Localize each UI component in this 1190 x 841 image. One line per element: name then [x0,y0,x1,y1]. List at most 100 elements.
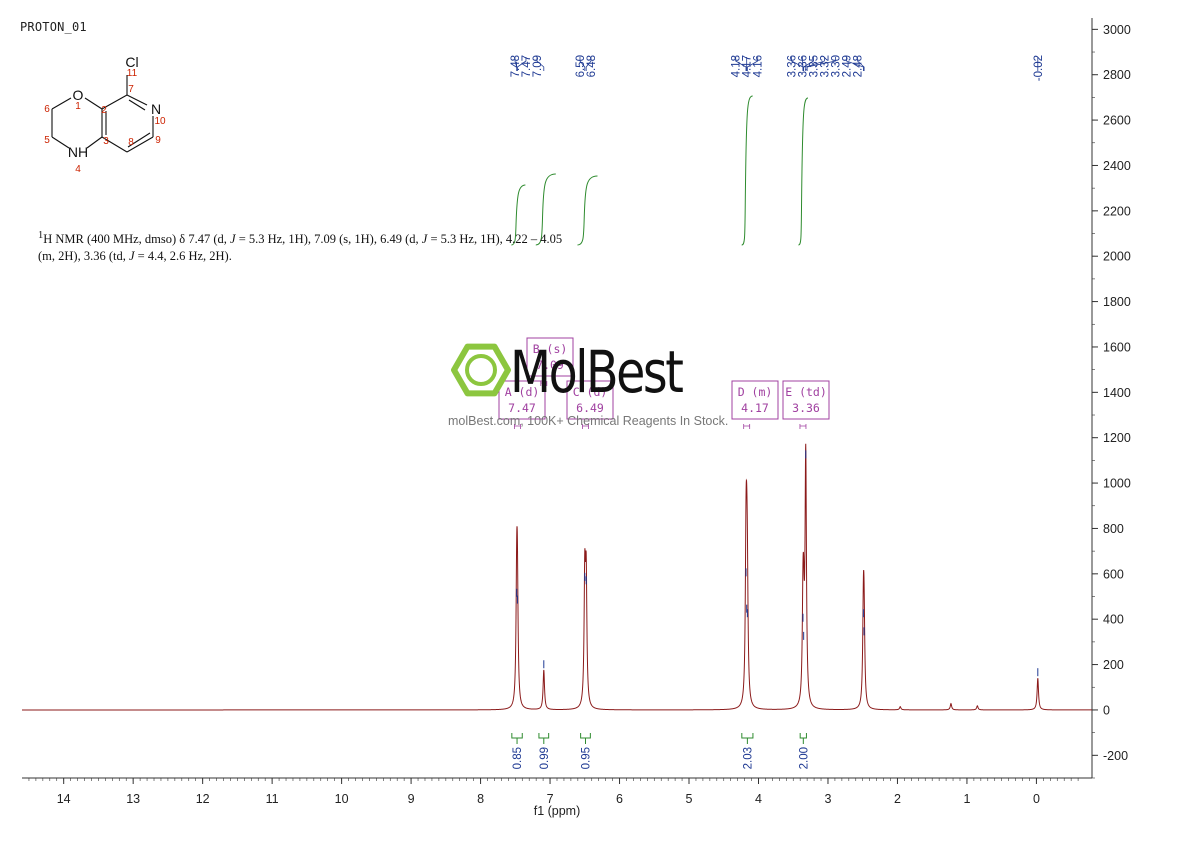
bond [86,136,103,149]
chemical-structure: Cl O N NH 11 7 1 6 2 10 5 3 9 8 4 [44,54,166,175]
watermark-tagline: molBest.com, 100K+ Chemical Reagents In … [448,414,729,428]
peak-label: 3.36 [798,55,810,77]
integral-bracket [538,733,550,739]
spectrum-title: PROTON_01 [20,20,87,34]
nmr-j1: J [230,232,236,247]
integral-bracket [511,733,523,739]
x-tick-label: 12 [196,792,210,806]
x-tick-label: 10 [335,792,349,806]
x-tick-label: 2 [894,792,901,806]
peak-label-leader [514,57,518,71]
nmr-sup: 1 [38,230,44,241]
watermark-logo-icon [451,343,511,397]
atom-number: 7 [128,84,134,95]
multiplet-box [782,380,830,420]
bond [51,97,72,110]
atom-number: 2 [101,105,107,116]
peak-label: 3.32 [820,55,832,77]
bond [127,132,151,148]
multiplet-shift: 7.47 [508,401,536,415]
x-tick-label: 7 [547,792,554,806]
y-tick-label: 3000 [1103,23,1131,37]
x-tick-label: 0 [1033,792,1040,806]
logo-ring [465,354,497,386]
multiplet-range [513,424,521,429]
atom-number: 1 [75,101,81,112]
peak-label-leader [516,57,527,71]
y-tick-label: 2400 [1103,159,1131,173]
x-tick-label: 4 [755,792,762,806]
y-tick-label: 1000 [1103,477,1131,491]
bond [101,136,128,153]
atom-number: 11 [127,68,138,79]
atom-number: 4 [75,164,81,175]
y-tick-label: 2200 [1103,204,1131,218]
bond [101,94,128,110]
peak-label-leader [803,57,814,71]
multiplet-shift: 3.36 [792,401,820,415]
peak-label: 4.17 [742,55,754,77]
peak-label: 4.16 [753,55,765,77]
y-tick-label: 200 [1103,658,1124,672]
multiplet-range [540,381,548,386]
nmr-line2b: = 4.4, 2.6 Hz, 2H). [134,249,232,264]
logo-hexagon [451,343,511,397]
watermark-brand: MolBest [510,338,684,406]
nmr-part1: H NMR (400 MHz, dmso) δ 7.47 (d, [43,232,230,247]
peak-label: 7.47 [521,55,533,77]
atom-number: 6 [44,104,50,115]
bond [126,136,154,153]
y-tick-label: -200 [1103,749,1128,763]
y-tick-label: 1200 [1103,431,1131,445]
y-tick-label: 600 [1103,567,1124,581]
integral-curve [535,173,556,246]
x-tick-label: 13 [126,792,140,806]
peak-label-leader [805,57,825,71]
nmr-description: 1H NMR (400 MHz, dmso) δ 7.47 (d, J = 5.… [38,227,618,265]
integral-curve [741,95,753,246]
peak-label-leader [585,57,592,71]
multiplet-shift: 6.49 [576,401,604,415]
multiplet-label: C (d) [573,385,608,399]
multiplet-label: E (td) [785,385,827,399]
nmr-part2: = 5.3 Hz, 1H), 7.09 (s, 1H), 6.49 (d, [235,232,422,247]
multiplet-label: B (s) [533,342,568,356]
multiplet-range [582,424,589,429]
x-tick-label: 5 [686,792,693,806]
peak-label: 7.48 [510,55,522,77]
peak-label: 7.09 [532,55,544,77]
y-tick-label: 2000 [1103,250,1131,264]
y-tick-label: 1600 [1103,340,1131,354]
multiplet-shift: 7.09 [536,358,564,372]
multiplet-label: D (m) [738,385,773,399]
integral-value: 0.85 [512,747,524,769]
atom-number: 3 [103,136,109,147]
nmr-j3: J [128,249,135,264]
integral-bracket [741,733,754,739]
peak-label: 2.48 [853,55,865,77]
integral-curve [577,175,598,246]
bond [126,94,148,106]
atom-number: 10 [154,116,166,127]
atom-cl: Cl [125,54,138,70]
y-tick-label: 800 [1103,522,1124,536]
multiplet-range [799,424,807,429]
atom-number: 9 [155,135,161,146]
peak-label: 6.48 [586,55,598,77]
peak-label-leader [579,57,586,71]
peak-label: 3.35 [809,55,821,77]
multiplet-range [743,424,751,429]
multiplet-box [526,337,574,377]
integral-value: 2.03 [742,747,754,769]
y-tick-label: 0 [1103,703,1110,717]
multiplet-label: A (d) [505,385,540,399]
integral-curve [798,97,809,246]
x-tick-label: 9 [408,792,415,806]
y-tick-label: 400 [1103,613,1124,627]
peak-label-leader [857,57,865,71]
x-tick-label: 1 [963,792,970,806]
multiplet-box [566,380,614,420]
peak-label-leader [735,57,747,71]
peak-label: 6.50 [575,55,587,77]
x-tick-label: 6 [616,792,623,806]
